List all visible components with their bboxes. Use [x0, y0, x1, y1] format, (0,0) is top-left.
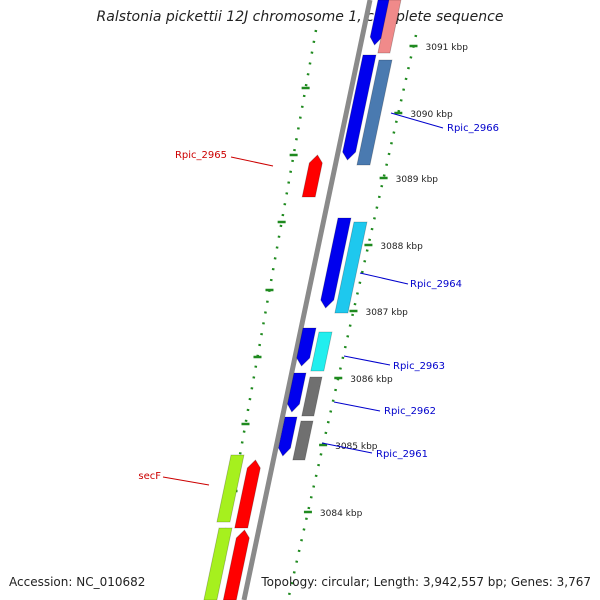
gene-rpic-2961-cog[interactable]	[292, 420, 314, 461]
accession-text: Accession: NC_010682	[9, 575, 146, 589]
gene-label-leader	[359, 272, 409, 285]
gene-rpic-2964[interactable]	[320, 217, 352, 309]
gene-secd[interactable]	[222, 529, 250, 600]
gene-rpic-2966-cog[interactable]	[356, 59, 393, 166]
backbone-layer	[241, 0, 373, 600]
gene-rpic-2962-cog[interactable]	[301, 376, 323, 417]
gene-rpic-2967-cog[interactable]	[377, 0, 402, 54]
ruler-labels: 3091 kbp 3090 kbp 3089 kbp 3088 kbp 3087 kbp…	[303, 43, 469, 519]
gene-features	[203, 0, 402, 600]
gene-label[interactable]: secF	[138, 471, 161, 482]
map-title: Ralstonia pickettii 12J chromosome 1, co…	[96, 9, 504, 25]
gene-label-leader	[321, 442, 373, 454]
gene-label-leader	[333, 401, 381, 412]
gene-label-leader	[343, 355, 391, 366]
ruler-label: 3091 kbp	[426, 43, 469, 53]
ruler-label: 3088 kbp	[380, 242, 423, 252]
ruler-label: 3085 kbp	[335, 442, 378, 452]
gene-secf-cog[interactable]	[216, 454, 245, 523]
gene-rpic-2967[interactable]	[369, 0, 391, 46]
gene-label[interactable]: Rpic_2961	[376, 449, 428, 460]
gene-label[interactable]: Rpic_2963	[393, 361, 445, 372]
gene-label-leader	[390, 112, 444, 129]
gene-rpic-2963-cog[interactable]	[310, 331, 333, 372]
gene-label[interactable]: Rpic_2962	[384, 406, 436, 417]
gene-label[interactable]: Rpic_2966	[447, 123, 499, 134]
gene-rpic-2966[interactable]	[342, 54, 377, 161]
gene-label-leader	[230, 156, 274, 167]
gene-rpic-2961[interactable]	[278, 416, 298, 457]
gene-rpic-2963[interactable]	[296, 327, 317, 367]
ruler-label: 3084 kbp	[320, 509, 363, 519]
topology-text: Topology: circular; Length: 3,942,557 bp…	[261, 575, 591, 589]
gene-rpic-2962[interactable]	[287, 372, 307, 413]
gene-labels: Rpic_2966 Rpic_2965 Rpic_2964 Rpic_2963 Rpic…	[138, 112, 499, 486]
gene-secf[interactable]	[234, 459, 261, 529]
gene-rpic-2964-cog[interactable]	[334, 221, 368, 314]
ruler-label: 3086 kbp	[350, 375, 393, 385]
ruler-label: 3089 kbp	[396, 175, 439, 185]
ruler-label: 3090 kbp	[410, 110, 453, 120]
gene-label[interactable]: Rpic_2965	[175, 150, 227, 161]
backbone-line	[241, 0, 373, 600]
ruler-label: 3087 kbp	[365, 308, 408, 318]
gene-label[interactable]: Rpic_2964	[410, 279, 462, 290]
gene-label-leader	[162, 476, 210, 486]
gene-secd-cog[interactable]	[203, 527, 233, 600]
gene-rpic-2965[interactable]	[301, 154, 323, 198]
